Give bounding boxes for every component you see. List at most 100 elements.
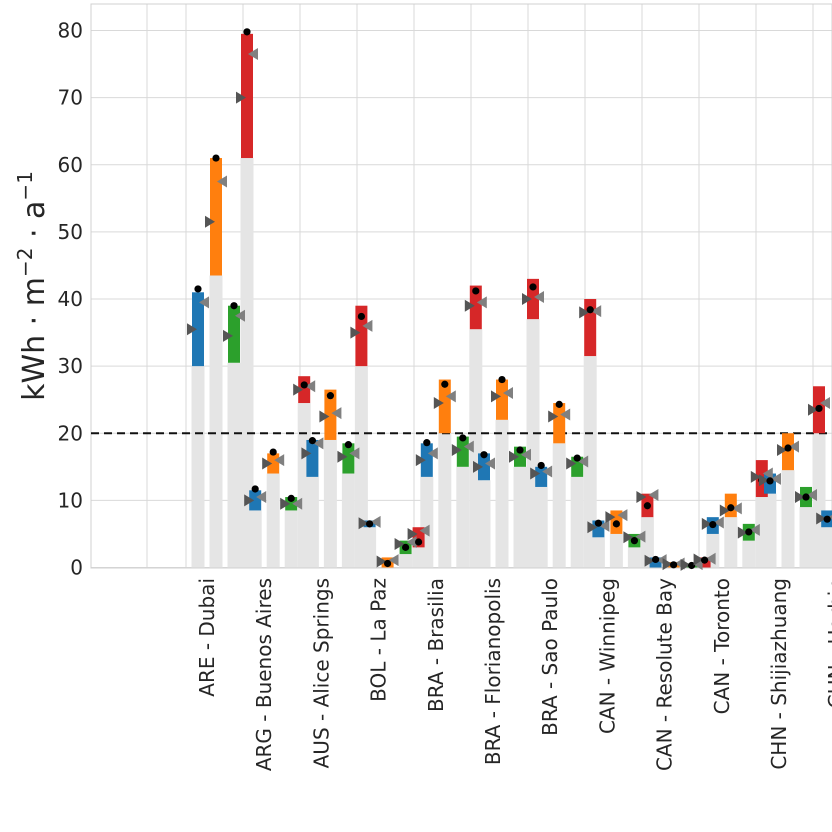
dot-marker: [300, 381, 308, 389]
right-triangle-marker: [522, 293, 532, 305]
ground-bars: [191, 158, 832, 568]
right-triangle-marker: [509, 450, 519, 463]
dot-marker: [529, 283, 537, 291]
dot-marker: [573, 454, 581, 462]
base-bar: [363, 527, 377, 568]
right-triangle-marker: [236, 91, 246, 104]
x-category-label: BRA - Brasilia: [424, 578, 448, 712]
right-triangle-marker: [623, 531, 634, 544]
right-triangle-marker: [187, 323, 197, 336]
right-triangle-marker: [548, 410, 559, 423]
right-triangle-marker: [587, 521, 598, 534]
right-triangle-marker: [795, 491, 805, 504]
right-triangle-marker: [579, 306, 590, 319]
dot-marker: [815, 404, 823, 413]
left-triangle-marker: [648, 489, 659, 502]
dot-marker: [212, 154, 220, 162]
plot-frame: [90, 3, 832, 569]
dot-marker: [670, 561, 678, 569]
left-triangle-marker: [591, 305, 602, 318]
dot-marker: [727, 504, 735, 512]
dot-marker: [745, 528, 753, 536]
range-bar: [298, 376, 311, 404]
range-bar: [456, 436, 469, 467]
y-tick-label: 40: [58, 287, 83, 311]
base-bar: [495, 419, 509, 568]
base-bar: [781, 470, 795, 568]
base-bar: [227, 362, 241, 568]
left-triangle-marker: [445, 390, 456, 403]
dot-marker: [441, 380, 449, 388]
range-bar: [496, 379, 508, 420]
dot-marker: [415, 538, 423, 546]
right-triangle-marker: [433, 397, 444, 410]
right-triangle-marker: [719, 504, 730, 517]
right-triangle-marker: [644, 554, 655, 567]
right-triangle-marker: [636, 491, 647, 504]
y-axis-title-part: · a: [17, 201, 52, 248]
x-category-label: CAN - Toronto: [710, 578, 734, 714]
range-bar: [420, 443, 433, 477]
dot-marker: [402, 543, 410, 551]
range-bar: [438, 379, 451, 434]
left-triangle-marker: [256, 491, 267, 504]
left-triangle-marker: [476, 296, 487, 309]
range-bar: [210, 158, 222, 276]
right-triangle-marker: [415, 454, 426, 467]
right-triangle-marker: [662, 558, 673, 571]
right-triangle-marker: [407, 527, 418, 540]
dot-marker: [516, 446, 524, 454]
left-triangle-marker: [463, 440, 474, 453]
y-tick-label: 80: [58, 19, 83, 43]
base-bar: [354, 366, 368, 568]
right-triangle-marker: [464, 299, 475, 312]
base-bar: [640, 517, 654, 568]
y-tick-label: 50: [58, 220, 83, 244]
left-triangle-marker: [313, 437, 324, 450]
y-tick-label: 70: [58, 86, 83, 110]
right-triangle-marker: [680, 558, 691, 571]
markers: [187, 28, 832, 571]
right-triangle-marker: [816, 512, 827, 525]
base-bar: [456, 466, 470, 568]
range-bar: [527, 278, 539, 320]
base-bar: [570, 476, 584, 568]
left-triangle-marker: [713, 516, 724, 529]
x-category-label: CAN - Winnipeg: [595, 578, 619, 734]
range-bar: [267, 453, 280, 474]
right-triangle-marker: [337, 450, 348, 463]
base-bar: [591, 537, 605, 568]
base-bar: [323, 439, 337, 568]
dot-marker: [423, 439, 431, 447]
dot-marker: [243, 28, 251, 36]
right-triangle-marker: [473, 460, 483, 473]
base-bar: [724, 517, 738, 568]
dot-marker: [498, 375, 506, 384]
left-triangle-marker: [503, 386, 513, 399]
dot-marker: [586, 306, 594, 314]
dot-marker: [652, 555, 660, 564]
range-bar: [228, 305, 240, 363]
dot-marker: [384, 559, 392, 568]
dot-marker: [366, 520, 374, 528]
right-triangle-marker: [808, 403, 818, 416]
left-triangle-marker: [274, 454, 285, 467]
right-triangle-marker: [777, 444, 787, 457]
range-bar: [342, 443, 355, 474]
dot-marker: [802, 493, 810, 501]
base-bar: [266, 473, 280, 568]
left-triangle-marker: [705, 552, 716, 565]
y-axis-title-exponent: −1: [13, 171, 37, 200]
base-bar: [627, 547, 641, 568]
dot-marker: [701, 556, 709, 564]
left-triangle-marker: [370, 515, 381, 528]
left-triangle-marker: [427, 447, 438, 460]
left-triangle-marker: [305, 380, 316, 393]
range-bar: [324, 389, 337, 440]
right-triangle-marker: [280, 497, 291, 510]
dot-marker: [784, 444, 792, 452]
right-triangle-marker: [701, 517, 712, 530]
left-triangle-marker: [807, 489, 817, 502]
dot-marker: [555, 400, 563, 408]
